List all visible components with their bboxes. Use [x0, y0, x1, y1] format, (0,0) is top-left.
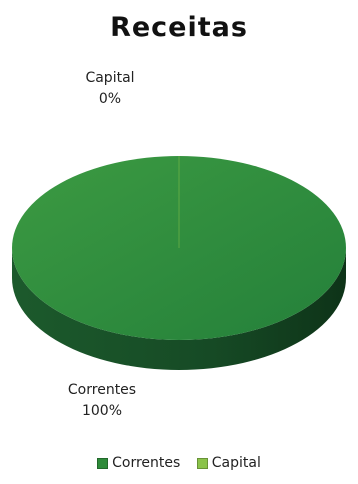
- legend-item-capital: Capital: [196, 455, 261, 471]
- data-label-capital-name: Capital: [85, 70, 135, 86]
- data-label-correntes: Correntes 100%: [62, 380, 142, 422]
- data-label-capital: Capital 0%: [70, 68, 150, 110]
- data-label-capital-value: 0%: [98, 91, 122, 107]
- data-label-correntes-name: Correntes: [67, 382, 137, 398]
- pie-side-wall: [12, 248, 346, 370]
- legend-swatch-correntes: [97, 457, 109, 469]
- legend-item-correntes: Correntes: [97, 455, 180, 471]
- chart-title: Receitas: [110, 12, 248, 43]
- data-label-correntes-value: 100%: [81, 403, 123, 419]
- legend-swatch-capital: [196, 457, 208, 469]
- legend: Correntes Capital: [0, 455, 358, 473]
- legend-label-correntes: Correntes: [112, 455, 181, 471]
- legend-label-capital: Capital: [211, 455, 261, 471]
